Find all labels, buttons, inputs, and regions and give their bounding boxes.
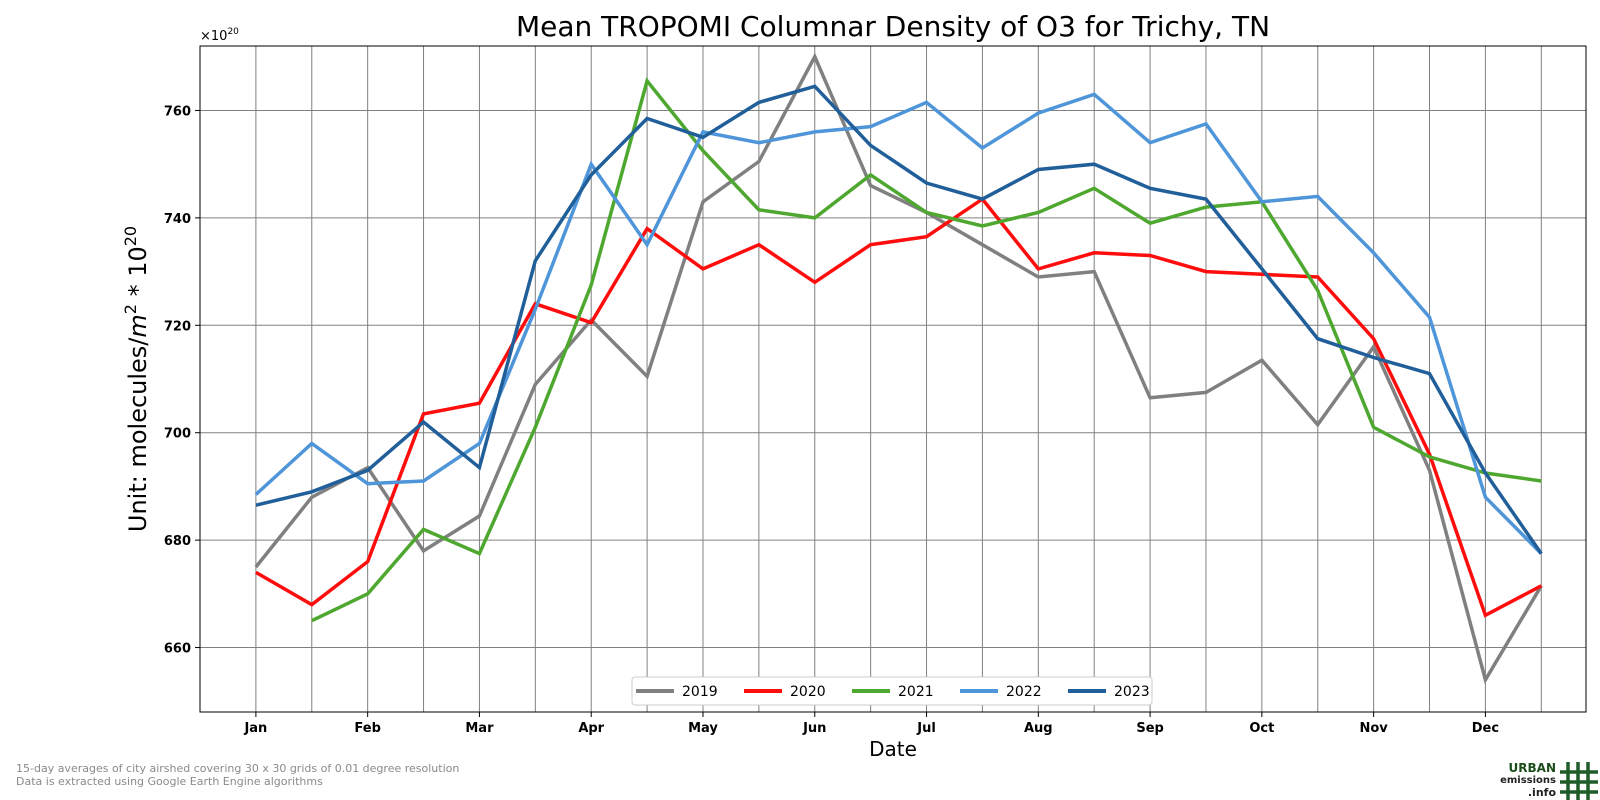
legend: 2019 2020 2021 2022 2023	[631, 676, 1153, 706]
legend-label-2022: 2022	[1006, 684, 1042, 700]
series-line-2019	[254, 52, 1543, 685]
x-tick-label: Dec	[1472, 721, 1499, 736]
x-tick-label: Jun	[802, 721, 826, 736]
x-tick-label: Mar	[465, 721, 494, 736]
y-tick-label: 760	[164, 104, 191, 119]
chart-title: Mean TROPOMI Columnar Density of O3 for …	[516, 10, 1270, 43]
legend-box	[631, 676, 1153, 706]
x-tick-label: Feb	[354, 721, 380, 736]
legend-items: 2019 2020 2021 2022 2023	[636, 684, 1150, 700]
series-line-2021	[311, 77, 1542, 623]
x-tick-label: Aug	[1024, 721, 1053, 736]
x-tick-label: Jan	[243, 721, 267, 736]
legend-label-2023: 2023	[1114, 684, 1150, 700]
footnote-line-1: 15-day averages of city airshed covering…	[16, 762, 460, 775]
x-tick-label: Sep	[1136, 721, 1164, 736]
x-axis-label: Date	[869, 737, 917, 761]
series-line-2022	[254, 92, 1543, 555]
y-tick-label: 700	[164, 427, 191, 442]
x-tick-label: May	[688, 721, 718, 736]
urban-emissions-logo: URBAN emissions .info	[1496, 760, 1600, 800]
plot-area-frame	[199, 45, 1587, 713]
grid	[200, 46, 1586, 712]
y-ticks: 660 680 700 720 740 760	[164, 104, 200, 657]
y-tick-label: 680	[164, 534, 191, 549]
x-tick-label: Oct	[1249, 721, 1274, 736]
legend-label-2019: 2019	[682, 684, 718, 700]
legend-label-2021: 2021	[898, 684, 934, 700]
y-offset-label: ×1020	[200, 27, 239, 44]
logo-grid-icon	[1560, 762, 1598, 800]
y-tick-label: 740	[164, 212, 191, 227]
logo-line-2: emissions	[1500, 775, 1556, 786]
logo-line-3: .info	[1527, 786, 1556, 799]
y-tick-label: 660	[164, 642, 191, 657]
footnote-line-2: Data is extracted using Google Earth Eng…	[16, 775, 323, 788]
series-line-2023	[255, 84, 1543, 555]
x-ticks: Jan Feb Mar Apr May Jun Jul Aug Sep Oct Nov Dec	[243, 712, 1499, 736]
logo-line-1: URBAN	[1508, 761, 1556, 775]
x-tick-label: Jul	[916, 721, 936, 736]
legend-label-2020: 2020	[790, 684, 826, 700]
series-line-2020	[255, 196, 1543, 618]
y-tick-label: 720	[164, 319, 191, 334]
x-tick-label: Nov	[1359, 721, 1388, 736]
x-tick-label: Apr	[578, 721, 604, 736]
y-axis-label: Unit: molecules/m2 * 1020	[121, 226, 152, 532]
series-lines	[254, 52, 1543, 685]
